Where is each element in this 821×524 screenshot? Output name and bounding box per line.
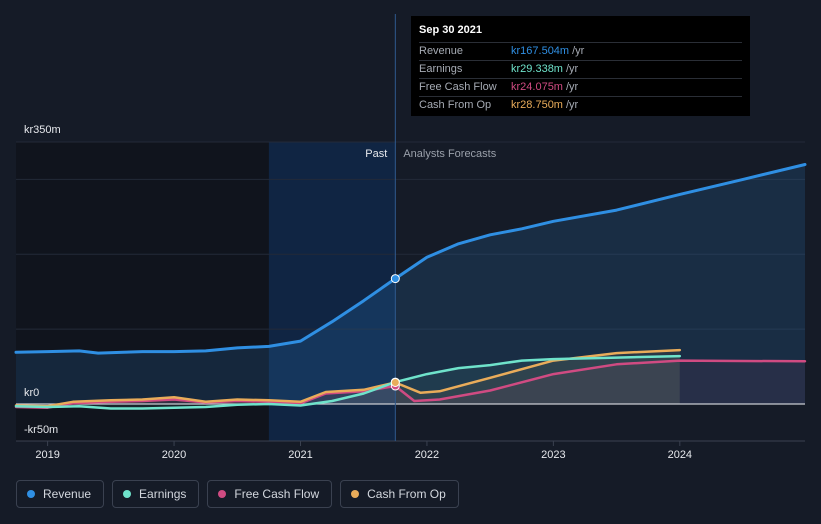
- x-tick-label: 2019: [35, 449, 59, 461]
- x-tick-label: 2021: [288, 449, 312, 461]
- series-area: [16, 350, 680, 407]
- legend-dot-icon: [27, 490, 35, 498]
- legend-item-cash-from-op[interactable]: Cash From Op: [340, 480, 459, 508]
- revenue-area: [16, 164, 805, 404]
- x-tick-label: 2023: [541, 449, 565, 461]
- legend-dot-icon: [351, 490, 360, 498]
- legend-label: Earnings: [139, 487, 187, 501]
- legend-item-earnings[interactable]: Earnings: [112, 480, 200, 508]
- chart-legend: Revenue Earnings Free Cash Flow Cash Fro…: [16, 480, 467, 508]
- tooltip-value: kr28.750m: [511, 99, 563, 111]
- past-label: Past: [365, 148, 387, 160]
- legend-label: Revenue: [43, 487, 92, 501]
- y-tick-label-zero: kr0: [24, 387, 39, 399]
- tooltip-label: Revenue: [419, 45, 464, 57]
- tooltip-label: Free Cash Flow: [419, 81, 497, 93]
- tooltip-date: Sep 30 2021: [419, 24, 482, 36]
- series-area: [16, 360, 805, 408]
- x-tick-label: 2020: [162, 449, 186, 461]
- series-line-revenue: [14, 163, 807, 355]
- gridlines: [16, 141, 805, 330]
- legend-label: Cash From Op: [367, 487, 446, 501]
- legend-item-free-cash-flow[interactable]: Free Cash Flow: [207, 480, 333, 508]
- legend-dot-icon: [218, 490, 227, 498]
- forecast-label: Analysts Forecasts: [403, 148, 496, 160]
- tooltip-unit: /yr: [565, 99, 579, 111]
- tooltip-row-free-cash-flow: Free Cash Flow kr24.075m /yr: [419, 78, 742, 96]
- x-tick-label: 2024: [668, 449, 692, 461]
- hover-marker: [390, 274, 400, 284]
- tooltip-unit: /yr: [565, 81, 579, 93]
- x-axis-ticks: 2019 2020 2021 2022 2023 2024: [35, 441, 692, 461]
- legend-label: Free Cash Flow: [234, 487, 320, 501]
- tooltip-label: Earnings: [419, 63, 463, 75]
- hover-marker: [390, 377, 400, 387]
- data-tooltip: Sep 30 2021 Revenue kr167.504m /yr Earni…: [411, 16, 750, 116]
- past-region-shade: [16, 142, 269, 441]
- hover-markers: [390, 274, 400, 391]
- series-line-free-cash-flow: [14, 359, 807, 409]
- tooltip-unit: /yr: [572, 45, 585, 57]
- series-area: [16, 356, 680, 409]
- y-tick-label-top: kr350m: [24, 124, 61, 136]
- tooltip-row-earnings: Earnings kr29.338m /yr: [419, 60, 742, 78]
- series-areas: [16, 164, 805, 409]
- tooltip-value: kr29.338m: [511, 63, 563, 75]
- legend-dot-icon: [123, 490, 132, 498]
- legend-item-revenue[interactable]: Revenue: [16, 480, 105, 508]
- tooltip-label: Cash From Op: [419, 99, 492, 111]
- financials-chart: kr350m kr0 -kr50m Past Analysts Forecast…: [14, 14, 807, 461]
- series-lines: [14, 163, 807, 410]
- tooltip-unit: /yr: [565, 63, 579, 75]
- y-tick-label-bottom: -kr50m: [24, 424, 58, 436]
- x-tick-label: 2022: [415, 449, 439, 461]
- tooltip-value: kr24.075m: [511, 81, 563, 93]
- series-line-earnings: [14, 354, 682, 410]
- tooltip-row-cash-from-op: Cash From Op kr28.750m /yr: [419, 96, 742, 114]
- series-line-cash-from-op: [14, 348, 682, 408]
- tooltip-value: kr167.504m: [511, 45, 570, 57]
- tooltip-row-revenue: Revenue kr167.504m /yr: [419, 42, 742, 60]
